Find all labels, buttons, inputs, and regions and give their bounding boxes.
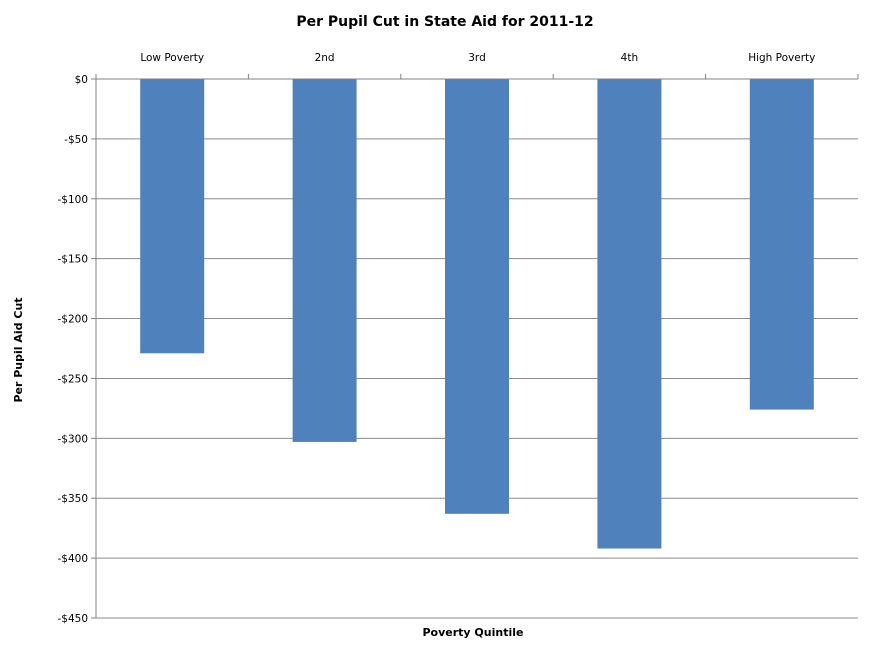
y-tick-label: -$450 (57, 613, 88, 625)
category-label: 2nd (315, 52, 335, 64)
y-tick-label: -$50 (64, 134, 88, 146)
bar (445, 79, 509, 514)
category-label: Low Poverty (140, 52, 204, 64)
y-tick-label: -$350 (57, 493, 88, 505)
category-label: 4th (621, 52, 638, 64)
bar (597, 79, 662, 549)
chart-title: Per Pupil Cut in State Aid for 2011-12 (296, 14, 593, 30)
y-tick-label: $0 (75, 74, 88, 86)
y-tick-label: -$250 (57, 373, 88, 385)
axes (91, 74, 859, 619)
bars (140, 79, 814, 549)
category-labels: Low Poverty 2nd 3rd 4th High Poverty (140, 52, 815, 64)
category-label: High Poverty (748, 52, 815, 64)
y-tick-label: -$300 (57, 433, 88, 445)
y-tick-labels: $0 -$50 -$100 -$150 -$200 -$250 -$300 -$350 -$40… (57, 74, 88, 625)
y-tick-label: -$200 (57, 314, 88, 326)
y-tick-label: -$400 (57, 553, 88, 565)
bar (140, 79, 205, 354)
x-axis-title: Poverty Quintile (423, 626, 524, 639)
category-label: 3rd (468, 52, 485, 64)
y-tick-label: -$100 (57, 194, 88, 206)
y-tick-label: -$150 (57, 254, 88, 266)
y-axis-title: Per Pupil Aid Cut (12, 297, 25, 402)
bar (749, 79, 814, 410)
bar (292, 79, 357, 442)
